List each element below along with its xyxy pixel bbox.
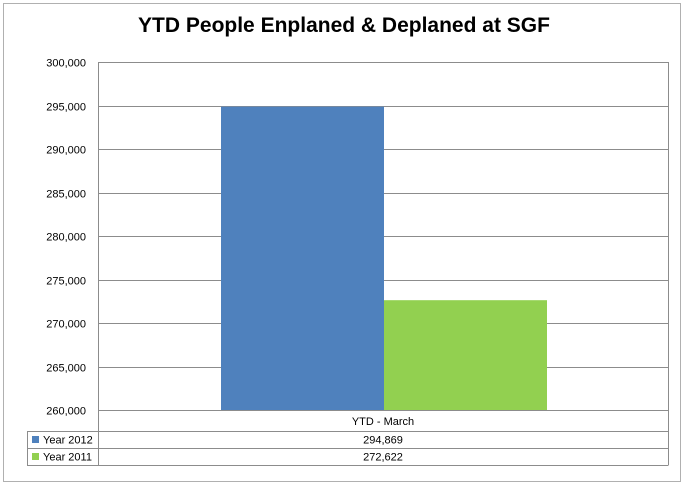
bar-year-2011 bbox=[384, 300, 547, 410]
data-label: 294,869 bbox=[363, 435, 403, 447]
category-label: YTD - March bbox=[352, 416, 414, 428]
y-tick-label: 290,000 bbox=[46, 145, 86, 157]
bar-year-2012 bbox=[221, 106, 384, 410]
legend-swatch bbox=[32, 453, 39, 460]
y-tick-label: 260,000 bbox=[46, 406, 86, 418]
y-tick-label: 275,000 bbox=[46, 276, 86, 288]
y-tick-label: 280,000 bbox=[46, 232, 86, 244]
data-label: 272,622 bbox=[363, 452, 403, 464]
legend-entry: Year 2011 bbox=[43, 452, 92, 464]
y-tick-label: 295,000 bbox=[46, 102, 86, 114]
y-tick-label: 265,000 bbox=[46, 363, 86, 375]
y-tick-label: 285,000 bbox=[46, 189, 86, 201]
chart-title: YTD People Enplaned & Deplaned at SGF bbox=[138, 14, 550, 37]
y-tick-label: 270,000 bbox=[46, 319, 86, 331]
y-tick-label: 300,000 bbox=[46, 58, 86, 70]
legend-swatch bbox=[32, 436, 39, 443]
legend-entry: Year 2012 bbox=[43, 435, 93, 447]
